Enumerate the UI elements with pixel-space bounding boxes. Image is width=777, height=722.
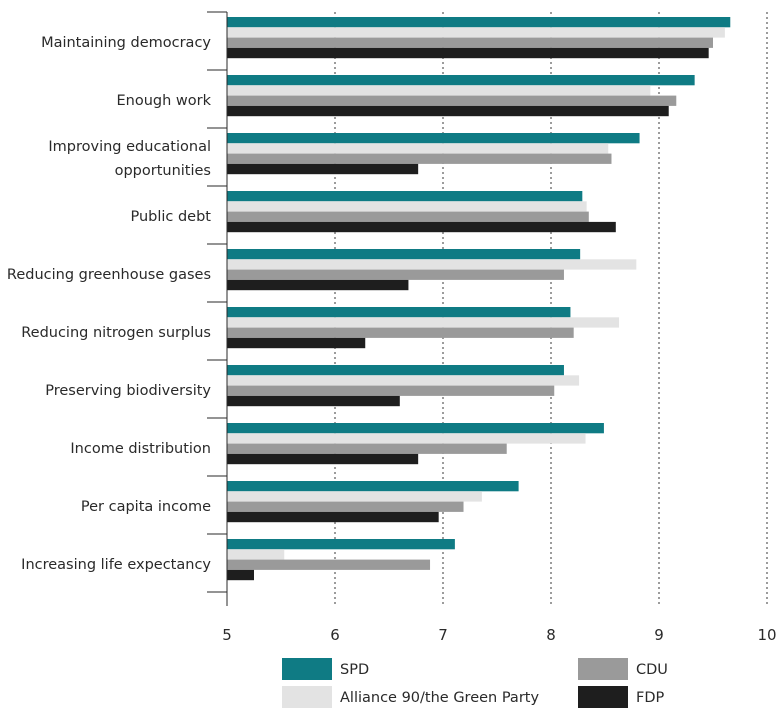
bar-spd-6 [227,365,564,376]
category-label-line: Enough work [116,93,211,109]
legend-swatch [282,686,332,708]
bar-alliance-90-the-green-party-6 [227,375,580,386]
bar-cdu-6 [227,385,555,396]
category-label: Per capita income [81,499,211,515]
category-label-line: Improving educational [48,139,211,155]
category-label: Improving educational opportunities [48,139,211,179]
bar-cdu-0 [227,37,713,48]
category-label-line: Reducing greenhouse gases [7,267,211,283]
bar-alliance-90-the-green-party-4 [227,259,637,270]
bar-fdp-5 [227,337,366,349]
category-label-line: Per capita income [81,499,211,515]
bars [227,17,731,581]
x-tick-label: 10 [757,626,776,644]
bar-fdp-7 [227,453,419,465]
bar-alliance-90-the-green-party-8 [227,491,482,502]
legend-label: SPD [340,662,369,678]
category-label-line: Maintaining democracy [41,35,211,51]
bar-alliance-90-the-green-party-7 [227,433,586,444]
bar-fdp-6 [227,395,400,407]
x-tick-labels: 5 6 7 8 9 10 [222,626,776,644]
category-label: Reducing nitrogen surplus [21,325,211,341]
bar-cdu-9 [227,559,431,570]
x-tick-label: 6 [330,626,340,644]
legend-swatch [578,658,628,680]
x-tick-label: 8 [546,626,556,644]
bar-alliance-90-the-green-party-1 [227,85,651,96]
bar-spd-1 [227,75,695,86]
bar-cdu-3 [227,211,589,222]
bar-cdu-7 [227,443,507,454]
category-label-line: Increasing life expectancy [21,557,211,573]
bar-spd-0 [227,17,731,28]
bar-fdp-8 [227,511,439,523]
legend-label: CDU [636,662,668,678]
category-label-line: Reducing nitrogen surplus [21,325,211,341]
category-label: Maintaining democracy [41,35,211,51]
bar-cdu-2 [227,153,612,164]
bar-spd-3 [227,191,583,202]
bar-cdu-4 [227,269,564,280]
x-tick-label: 9 [654,626,664,644]
axes [207,11,228,606]
bar-fdp-9 [227,569,254,581]
bar-fdp-3 [227,221,616,233]
legend-swatch [282,658,332,680]
bar-cdu-1 [227,95,677,106]
bar-cdu-5 [227,327,574,338]
bar-spd-5 [227,307,571,318]
bar-cdu-8 [227,501,464,512]
category-label: Public debt [130,209,211,225]
x-tick-label: 5 [222,626,232,644]
category-label-line: Preserving biodiversity [45,383,211,399]
category-label: Income distribution [70,441,211,457]
category-label-line: Public debt [130,209,211,225]
bar-fdp-2 [227,163,419,175]
category-label: Reducing greenhouse gases [7,267,211,283]
bar-spd-4 [227,249,581,260]
bar-spd-7 [227,423,604,434]
bar-spd-8 [227,481,519,492]
bar-fdp-1 [227,105,669,117]
legend-label: FDP [636,690,665,706]
bar-alliance-90-the-green-party-3 [227,201,587,212]
bar-fdp-4 [227,279,409,291]
x-tick-label: 7 [438,626,448,644]
bar-alliance-90-the-green-party-2 [227,143,609,154]
category-labels: Maintaining democracy Enough work Improvin… [7,35,212,573]
category-label-line: Income distribution [70,441,211,457]
category-label: Enough work [116,93,211,109]
bar-alliance-90-the-green-party-0 [227,27,725,38]
category-label: Increasing life expectancy [21,557,211,573]
legend-swatch [578,686,628,708]
legend-label: Alliance 90/the Green Party [340,690,539,706]
category-label: Preserving biodiversity [45,383,211,399]
bar-alliance-90-the-green-party-5 [227,317,620,328]
bar-spd-2 [227,133,640,144]
bar-spd-9 [227,539,455,550]
bar-alliance-90-the-green-party-9 [227,549,285,560]
bar-fdp-0 [227,47,709,59]
legend: SPD Alliance 90/the Green Party CDU FDP [282,658,668,708]
category-label-line: opportunities [115,163,211,179]
